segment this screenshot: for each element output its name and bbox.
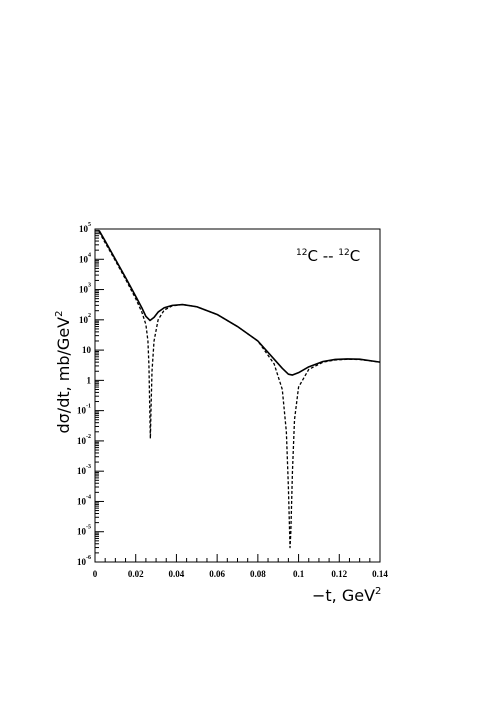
y-axis-title-sup: 2	[54, 311, 65, 317]
y-axis-title: dσ/dt, mb/GeV2	[54, 311, 73, 434]
y-tick-label: 102	[79, 313, 91, 325]
y-tick-label: 104	[79, 252, 91, 264]
plot-frame	[94, 228, 381, 563]
x-axis-title-sup: 2	[375, 586, 381, 597]
x-axis-title: −t, GeV2	[312, 586, 381, 605]
annotation-sup2: 12	[338, 248, 349, 258]
series-line-solid	[98, 229, 381, 376]
x-tick-label: 0.02	[128, 569, 144, 579]
y-tick-label: 10	[82, 345, 92, 355]
x-tick-label: 0.08	[250, 569, 266, 579]
x-tick-label: 0.12	[331, 569, 347, 579]
x-axis-title-text: −t, GeV	[312, 586, 375, 605]
y-axis-title-text: dσ/dt, mb/GeV	[54, 317, 73, 434]
y-tick-label: 10-4	[77, 494, 91, 506]
x-tick-label: 0.06	[209, 569, 225, 579]
y-tick-label: 10-6	[77, 555, 91, 567]
y-tick-label: 10-5	[77, 525, 91, 537]
y-tick-label: 103	[79, 283, 91, 295]
x-tick-label: 0.1	[293, 569, 305, 579]
axis-ticks	[94, 228, 381, 563]
y-tick-label: 105	[79, 222, 91, 234]
annotation-text1: C --	[307, 247, 338, 265]
annotation-text2: C	[350, 247, 360, 265]
annotation-sup1: 12	[296, 248, 307, 258]
y-tick-label: 10-2	[77, 434, 91, 446]
chart-annotation: 12C -- 12C	[296, 247, 360, 265]
x-tick-labels: 0 0.02 0.04 0.06 0.08 0.1 0.12 0.14	[93, 569, 389, 579]
y-tick-label: 10-3	[77, 464, 91, 476]
series-lines	[98, 229, 381, 549]
plot-frame-rect	[94, 228, 381, 563]
x-tick-label: 0.14	[372, 569, 388, 579]
y-tick-label: 10-1	[77, 404, 91, 416]
y-tick-label: 1	[87, 375, 92, 385]
x-tick-label: 0.04	[169, 569, 185, 579]
x-tick-label: 0	[93, 569, 98, 579]
series-line-dashed	[98, 231, 381, 549]
